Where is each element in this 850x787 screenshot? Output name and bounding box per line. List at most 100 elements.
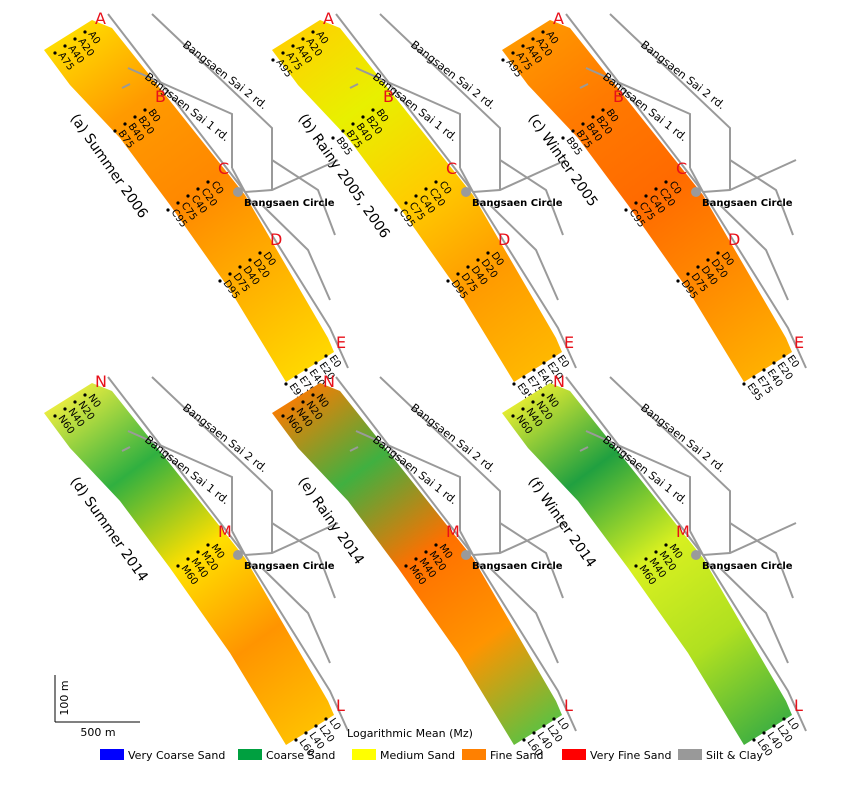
transect-letter: E <box>336 333 346 352</box>
station-dot <box>434 180 438 184</box>
transect-letter: E <box>564 333 574 352</box>
station-dot <box>782 717 786 721</box>
station-dot <box>571 129 575 133</box>
station-dot <box>716 251 720 255</box>
landmark-label: Bangsaen Circle <box>472 561 563 572</box>
road <box>729 522 794 599</box>
legend-label: Coarse Sand <box>266 749 335 762</box>
station-dot <box>696 265 700 269</box>
transect-letter: L <box>336 696 345 715</box>
transect-letter: D <box>728 230 740 249</box>
station-dot <box>63 407 67 411</box>
station-dot <box>123 122 127 126</box>
road <box>499 159 564 236</box>
station-dot <box>281 51 285 55</box>
station-dot <box>186 557 190 561</box>
station-dot <box>324 354 328 358</box>
road <box>609 13 731 190</box>
station-dot <box>522 375 526 379</box>
station-dot <box>541 393 545 397</box>
road-label: Bangsaen Sai 2 rd. <box>638 38 728 112</box>
station-dot <box>634 201 638 205</box>
road <box>121 83 131 89</box>
road <box>729 159 794 236</box>
road <box>107 13 349 369</box>
road <box>231 167 246 193</box>
station-dot <box>434 543 438 547</box>
station-dot <box>304 731 308 735</box>
station-dot <box>341 129 345 133</box>
road <box>127 67 233 168</box>
road <box>499 522 564 599</box>
road <box>107 376 349 732</box>
road <box>609 376 731 553</box>
station-dot <box>218 279 222 283</box>
station-dot <box>53 414 57 418</box>
legend-swatch <box>238 749 262 760</box>
road <box>151 376 273 553</box>
transect-letter: A <box>323 9 334 28</box>
station-dot <box>414 194 418 198</box>
station-dot <box>143 108 147 112</box>
road-label: Bangsaen Sai 2 rd. <box>408 38 498 112</box>
station-dot <box>706 258 710 262</box>
road <box>244 522 339 556</box>
station-dot <box>206 543 210 547</box>
station-dot <box>424 187 428 191</box>
station-dot <box>664 180 668 184</box>
road <box>335 13 577 369</box>
station-dot <box>772 724 776 728</box>
station-dot <box>552 717 556 721</box>
station-dot <box>644 557 648 561</box>
station-dot <box>228 272 232 276</box>
transect-letter: N <box>95 372 107 391</box>
landmark-marker <box>233 187 243 197</box>
station-dot <box>762 368 766 372</box>
station-dot <box>541 30 545 34</box>
station-dot <box>53 51 57 55</box>
transect-letter: D <box>270 230 282 249</box>
station-dot <box>782 354 786 358</box>
road <box>379 376 501 553</box>
station-dot <box>196 550 200 554</box>
station-dot <box>501 58 505 62</box>
station-dot <box>294 738 298 742</box>
road <box>489 567 559 664</box>
landmark-marker <box>691 550 701 560</box>
station-dot <box>133 115 137 119</box>
station-dot <box>591 115 595 119</box>
station-dot <box>176 564 180 568</box>
road <box>355 430 461 531</box>
road <box>379 13 501 190</box>
scale-label: 100 m <box>58 680 71 715</box>
station-dot <box>486 251 490 255</box>
road <box>719 567 789 664</box>
road <box>271 522 336 599</box>
road <box>244 159 339 193</box>
station-dot <box>762 731 766 735</box>
landmark-marker <box>691 187 701 197</box>
station-dot <box>291 407 295 411</box>
station-dot <box>238 265 242 269</box>
station-dot <box>258 251 262 255</box>
station-dot <box>531 400 535 404</box>
beach-surface <box>44 20 334 382</box>
legend-label: Silt & Clay <box>706 749 763 762</box>
road-label: Bangsaen Sai 2 rd. <box>180 401 270 475</box>
landmark-marker <box>233 550 243 560</box>
station-dot <box>73 400 77 404</box>
road <box>689 530 704 556</box>
station-dot <box>206 180 210 184</box>
road <box>579 446 589 452</box>
station-dot <box>63 44 67 48</box>
station-dot <box>624 208 628 212</box>
station-dot <box>73 37 77 41</box>
station-dot <box>466 265 470 269</box>
station-dot <box>301 37 305 41</box>
station-dot <box>644 194 648 198</box>
road <box>261 567 331 664</box>
landmark-marker <box>461 187 471 197</box>
landmark-label: Bangsaen Circle <box>244 561 335 572</box>
beach-surface <box>44 383 334 745</box>
transect-letter: M <box>676 522 690 541</box>
